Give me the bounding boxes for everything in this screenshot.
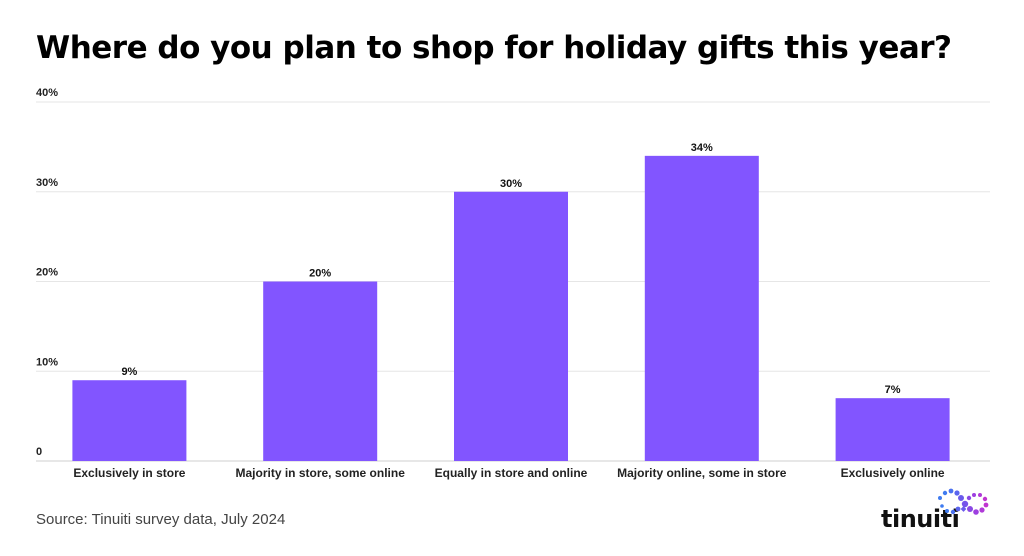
- y-tick-label: 10%: [36, 356, 58, 368]
- y-tick-label: 30%: [36, 177, 58, 189]
- data-label: 9%: [121, 366, 137, 378]
- bar: [644, 155, 759, 461]
- data-label: 30%: [500, 178, 522, 190]
- data-labels: 9% 20% 30% 34% 7%: [121, 142, 900, 396]
- x-tick-label: Majority in store, some online: [236, 466, 406, 480]
- bar: [454, 191, 568, 461]
- data-label: 34%: [691, 142, 713, 154]
- y-tick-label: 0: [36, 446, 42, 458]
- bar-chart: 0 10% 20% 30% 40% 9% 20% 30% 34% 7% Exclusively …: [36, 87, 990, 480]
- x-tick-label: Majority online, some in store: [617, 466, 787, 480]
- tinuiti-infinity-dots-icon: [938, 488, 989, 515]
- x-axis-ticks: Exclusively in store Majority in store, s…: [73, 466, 945, 480]
- bar: [263, 281, 378, 461]
- x-tick-label: Exclusively in store: [73, 466, 185, 480]
- y-tick-label: 20%: [36, 267, 58, 279]
- data-label: 7%: [885, 384, 901, 396]
- source-note: Source: Tinuiti survey data, July 2024: [36, 511, 286, 528]
- x-tick-label: Exclusively online: [841, 466, 945, 480]
- bar: [72, 380, 187, 461]
- bars: [72, 155, 950, 461]
- y-axis-ticks: 0 10% 20% 30% 40%: [36, 87, 58, 458]
- y-tick-label: 40%: [36, 87, 58, 99]
- bar: [835, 398, 950, 461]
- tinuiti-logo: tinuiti: [868, 488, 998, 538]
- x-tick-label: Equally in store and online: [435, 466, 588, 480]
- chart-title: Where do you plan to shop for holiday gi…: [36, 30, 952, 66]
- data-label: 20%: [309, 268, 331, 280]
